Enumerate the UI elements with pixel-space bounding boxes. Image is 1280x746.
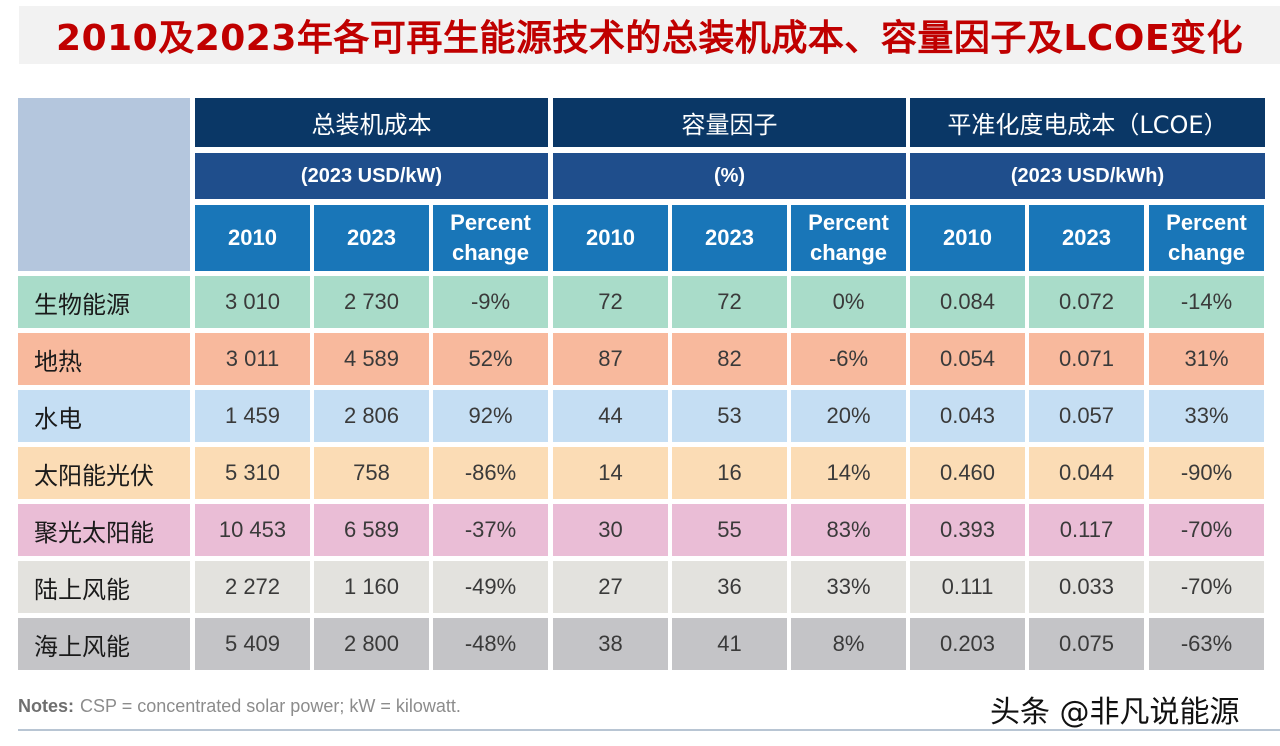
table-cell: 0.071	[1029, 333, 1144, 385]
table-cell: 83%	[791, 504, 906, 556]
table-cell: 0.460	[910, 447, 1025, 499]
table-cell: -63%	[1149, 618, 1264, 670]
table-cell: -14%	[1149, 276, 1264, 328]
watermark: 头条 @非凡说能源	[990, 695, 1240, 730]
table-cell: 0%	[791, 276, 906, 328]
header-corner	[18, 98, 190, 271]
column-header: 2023	[314, 205, 429, 271]
table-cell: 36	[672, 561, 787, 613]
table-cell: 53	[672, 390, 787, 442]
table-cell: 6 589	[314, 504, 429, 556]
column-header: 2010	[553, 205, 668, 271]
unit-header: (2023 USD/kW)	[195, 153, 548, 199]
table-cell: 33%	[1149, 390, 1264, 442]
table-cell: 20%	[791, 390, 906, 442]
table-cell: 72	[672, 276, 787, 328]
unit-header: (%)	[553, 153, 906, 199]
column-header: 2010	[195, 205, 310, 271]
notes-text: CSP = concentrated solar power; kW = kil…	[80, 695, 461, 716]
row-label: 地热	[18, 333, 190, 385]
column-header: 2023	[1029, 205, 1144, 271]
table-cell: 1 459	[195, 390, 310, 442]
table-cell: 5 310	[195, 447, 310, 499]
group-header: 容量因子	[553, 98, 906, 147]
table-cell: 0.043	[910, 390, 1025, 442]
table-cell: -70%	[1149, 561, 1264, 613]
title-banner: 2010及2023年各可再生能源技术的总装机成本、容量因子及LCOE变化	[19, 6, 1280, 64]
notes-label: Notes:	[18, 695, 75, 716]
row-label: 太阳能光伏	[18, 447, 190, 499]
table-cell: 27	[553, 561, 668, 613]
table-cell: 5 409	[195, 618, 310, 670]
group-header: 总装机成本	[195, 98, 548, 147]
table-cell: 87	[553, 333, 668, 385]
row-label: 陆上风能	[18, 561, 190, 613]
table-cell: 16	[672, 447, 787, 499]
table-cell: -9%	[433, 276, 548, 328]
table-cell: -37%	[433, 504, 548, 556]
row-label: 水电	[18, 390, 190, 442]
column-header: 2010	[910, 205, 1025, 271]
column-header: Percent change	[791, 205, 906, 271]
table-cell: -70%	[1149, 504, 1264, 556]
unit-header: (2023 USD/kWh)	[910, 153, 1265, 199]
table-cell: 758	[314, 447, 429, 499]
table-cell: -6%	[791, 333, 906, 385]
bottom-rule	[18, 729, 1280, 731]
table-cell: 14%	[791, 447, 906, 499]
table-cell: -48%	[433, 618, 548, 670]
column-header: 2023	[672, 205, 787, 271]
table-cell: 52%	[433, 333, 548, 385]
table-cell: 82	[672, 333, 787, 385]
row-label: 生物能源	[18, 276, 190, 328]
table-cell: -90%	[1149, 447, 1264, 499]
table-cell: 14	[553, 447, 668, 499]
table-cell: 4 589	[314, 333, 429, 385]
table-cell: 2 272	[195, 561, 310, 613]
group-header: 平准化度电成本（LCOE）	[910, 98, 1265, 147]
table-cell: 3 010	[195, 276, 310, 328]
table-cell: 1 160	[314, 561, 429, 613]
table-cell: 41	[672, 618, 787, 670]
table-cell: 0.057	[1029, 390, 1144, 442]
table-cell: 0.072	[1029, 276, 1144, 328]
table-cell: -49%	[433, 561, 548, 613]
table-cell: 0.203	[910, 618, 1025, 670]
table-cell: 0.054	[910, 333, 1025, 385]
table-cell: 33%	[791, 561, 906, 613]
table-cell: 0.084	[910, 276, 1025, 328]
table-cell: 0.393	[910, 504, 1025, 556]
table-cell: 55	[672, 504, 787, 556]
table-cell: 0.075	[1029, 618, 1144, 670]
table-cell: 0.111	[910, 561, 1025, 613]
table-cell: 38	[553, 618, 668, 670]
table-cell: 2 806	[314, 390, 429, 442]
table-cell: 31%	[1149, 333, 1264, 385]
table-cell: 72	[553, 276, 668, 328]
page-title: 2010及2023年各可再生能源技术的总装机成本、容量因子及LCOE变化	[56, 18, 1243, 59]
column-header: Percent change	[1149, 205, 1264, 271]
table-cell: 3 011	[195, 333, 310, 385]
table-cell: 2 730	[314, 276, 429, 328]
row-label: 聚光太阳能	[18, 504, 190, 556]
table-cell: 92%	[433, 390, 548, 442]
table-cell: 30	[553, 504, 668, 556]
table-cell: 8%	[791, 618, 906, 670]
column-header: Percent change	[433, 205, 548, 271]
table-cell: 0.117	[1029, 504, 1144, 556]
notes: Notes: CSP = concentrated solar power; k…	[18, 693, 461, 719]
table-cell: 0.033	[1029, 561, 1144, 613]
table-cell: 44	[553, 390, 668, 442]
row-label: 海上风能	[18, 618, 190, 670]
table-cell: 0.044	[1029, 447, 1144, 499]
table-cell: 2 800	[314, 618, 429, 670]
table-cell: -86%	[433, 447, 548, 499]
table-cell: 10 453	[195, 504, 310, 556]
